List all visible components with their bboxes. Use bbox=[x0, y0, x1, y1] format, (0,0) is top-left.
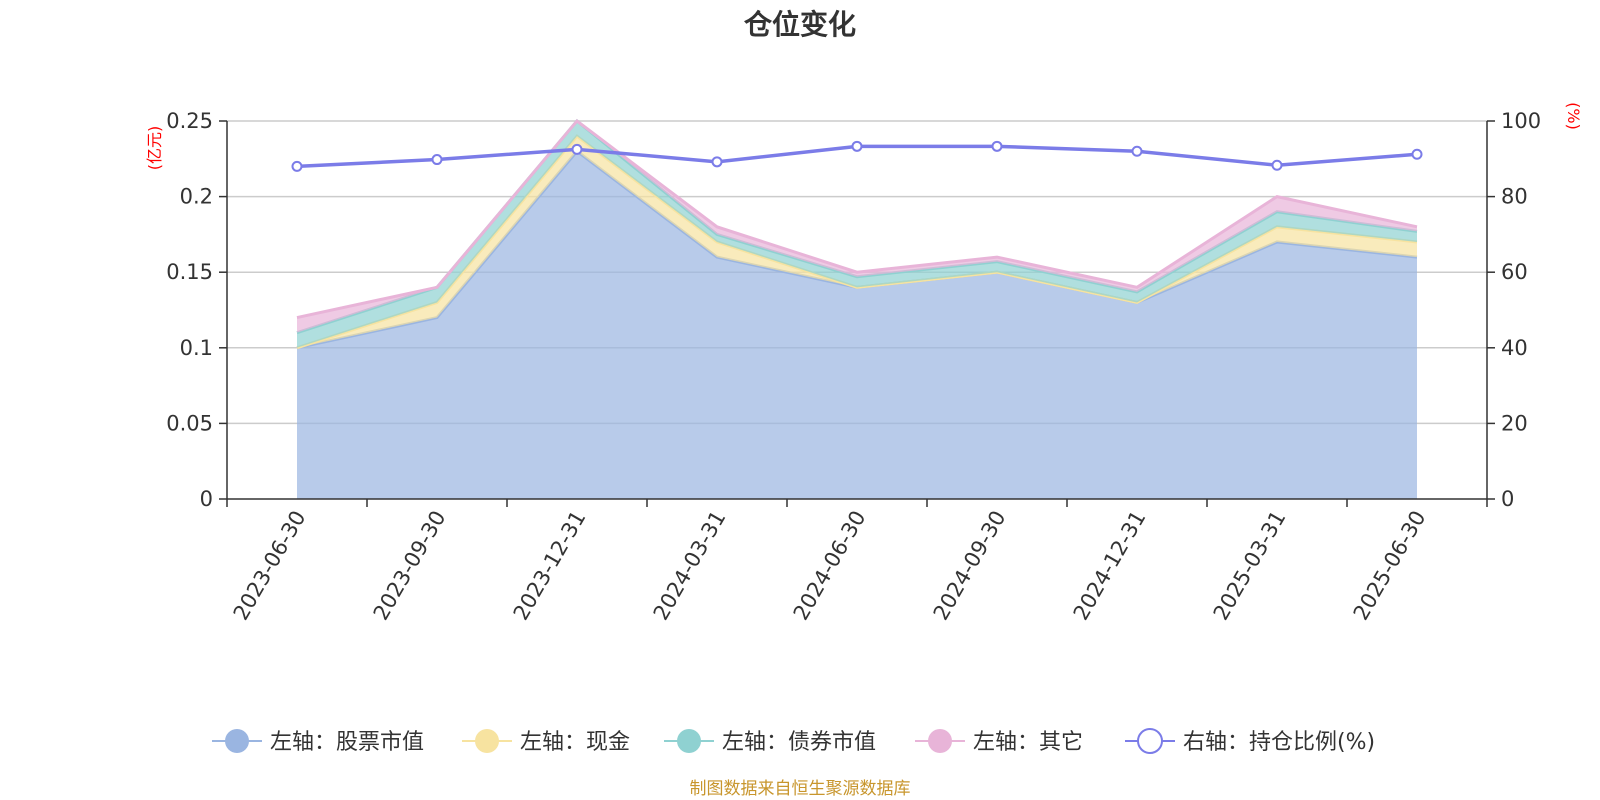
right-tick-label: 40 bbox=[1501, 336, 1528, 360]
stacked-areas bbox=[296, 118, 1418, 500]
legend-item[interactable]: 左轴：其它 bbox=[915, 729, 1083, 755]
area-edge-左轴：其它 bbox=[296, 118, 1418, 320]
holding-ratio-point bbox=[1131, 145, 1143, 157]
chart-title: 仓位变化 bbox=[744, 8, 856, 41]
holding-ratio-line bbox=[291, 140, 1423, 172]
left-tick-label: 0.25 bbox=[166, 109, 213, 133]
right-tick-label: 80 bbox=[1501, 185, 1528, 209]
legend-marker bbox=[225, 729, 249, 753]
legend-item[interactable]: 左轴：债券市值 bbox=[664, 729, 876, 755]
right-tick-label: 0 bbox=[1501, 487, 1514, 511]
right-tick-label: 60 bbox=[1501, 260, 1528, 284]
legend-item[interactable]: 左轴：股票市值 bbox=[212, 729, 424, 755]
left-tick-label: 0 bbox=[200, 487, 213, 511]
left-tick-label: 0.05 bbox=[166, 411, 213, 435]
x-tick-label: 2025-06-30 bbox=[1349, 507, 1431, 625]
holding-ratio-point bbox=[571, 143, 583, 155]
holding-ratio-point bbox=[1271, 159, 1283, 171]
legend-label: 左轴：债券市值 bbox=[722, 730, 876, 755]
left-tick-label: 0.2 bbox=[180, 185, 213, 209]
x-tick-label: 2023-12-31 bbox=[509, 507, 591, 625]
x-tick-label: 2024-03-31 bbox=[649, 507, 731, 625]
legend-marker bbox=[1137, 728, 1163, 754]
data-source-note: 制图数据来自恒生聚源数据库 bbox=[690, 779, 911, 799]
area-左轴：股票市值 bbox=[297, 151, 1417, 500]
holding-ratio-point bbox=[291, 160, 303, 172]
holding-ratio-point bbox=[1411, 148, 1423, 160]
legend-marker bbox=[475, 729, 499, 753]
x-tick-label: 2024-06-30 bbox=[789, 507, 871, 625]
x-tick-label: 2024-12-31 bbox=[1069, 507, 1151, 625]
x-tick-label: 2024-09-30 bbox=[929, 507, 1011, 625]
legend-label: 左轴：其它 bbox=[973, 730, 1083, 755]
legend-item[interactable]: 左轴：现金 bbox=[462, 729, 630, 755]
holding-ratio-point bbox=[851, 140, 863, 152]
right-axis-unit: (%) bbox=[1564, 102, 1583, 130]
left-axis-unit: (亿元) bbox=[145, 126, 164, 171]
x-tick-label: 2025-03-31 bbox=[1209, 507, 1291, 625]
legend-marker bbox=[677, 729, 701, 753]
legend-label: 左轴：股票市值 bbox=[270, 730, 424, 755]
legend-marker bbox=[928, 729, 952, 753]
left-tick-label: 0.15 bbox=[166, 260, 213, 284]
left-tick-label: 0.1 bbox=[180, 336, 213, 360]
legend-label: 左轴：现金 bbox=[520, 730, 630, 755]
legend-item[interactable]: 右轴：持仓比例(%) bbox=[1125, 728, 1375, 755]
right-tick-label: 100 bbox=[1501, 109, 1541, 133]
holding-ratio-point bbox=[431, 154, 443, 166]
holding-ratio-point bbox=[711, 156, 723, 168]
right-tick-label: 20 bbox=[1501, 411, 1528, 435]
x-tick-label: 2023-06-30 bbox=[229, 507, 311, 625]
legend: 左轴：股票市值 左轴：现金 左轴：债券市值 左轴：其它 右轴：持仓比例(%) bbox=[212, 728, 1375, 755]
legend-label: 右轴：持仓比例(%) bbox=[1183, 730, 1375, 755]
holding-ratio-point bbox=[991, 140, 1003, 152]
x-tick-label: 2023-09-30 bbox=[369, 507, 451, 625]
